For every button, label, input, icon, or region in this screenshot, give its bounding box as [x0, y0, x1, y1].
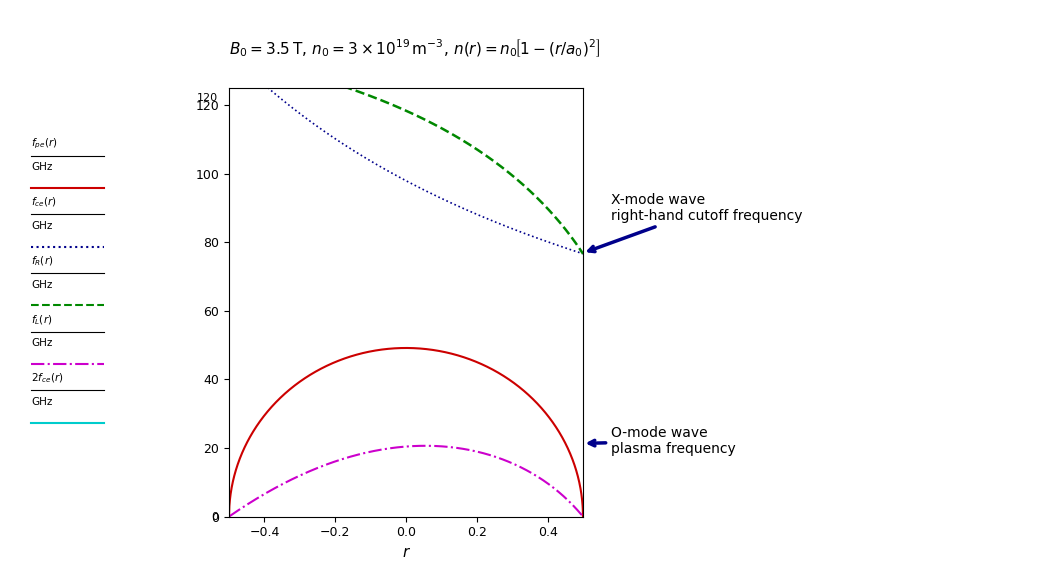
- Text: $f_R(r)$: $f_R(r)$: [31, 254, 54, 268]
- Text: $f_{ce}(r)$: $f_{ce}(r)$: [31, 195, 57, 210]
- Text: $2f_{ce}(r)$: $2f_{ce}(r)$: [31, 372, 64, 386]
- Text: $f_L(r)$: $f_L(r)$: [31, 313, 53, 327]
- Text: GHz: GHz: [31, 397, 53, 407]
- Text: GHz: GHz: [31, 338, 53, 349]
- Text: 0: 0: [211, 511, 219, 522]
- Text: GHz: GHz: [31, 279, 53, 290]
- X-axis label: r: r: [403, 545, 409, 560]
- Text: GHz: GHz: [31, 221, 53, 231]
- Text: O-mode wave
plasma frequency: O-mode wave plasma frequency: [589, 426, 736, 456]
- Text: GHz: GHz: [31, 162, 53, 173]
- Text: $f_{pe}(r)$: $f_{pe}(r)$: [31, 137, 57, 151]
- Text: $B_0 =3.5\,\mathrm{T},\,n_0 =3\times10^{19}\,\mathrm{m}^{-3},\,n(r)=n_0\!\left[1: $B_0 =3.5\,\mathrm{T},\,n_0 =3\times10^{…: [229, 37, 601, 59]
- Text: X-mode wave
right-hand cutoff frequency: X-mode wave right-hand cutoff frequency: [589, 193, 803, 252]
- Text: 120: 120: [198, 93, 219, 103]
